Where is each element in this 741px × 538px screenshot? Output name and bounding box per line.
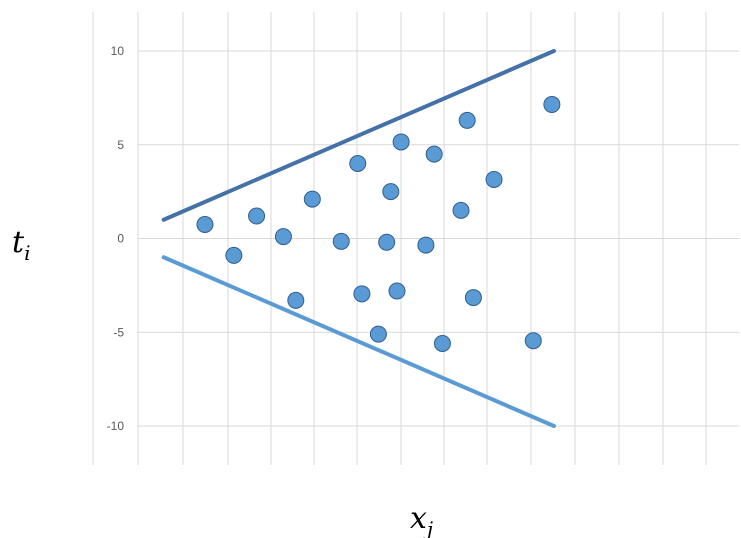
data-point bbox=[458, 111, 476, 129]
y-tick-labels: 10 5 0 -5 -10 bbox=[107, 44, 125, 433]
data-point bbox=[433, 335, 451, 352]
bound-lines bbox=[161, 49, 556, 428]
data-point bbox=[382, 183, 400, 201]
data-point bbox=[225, 246, 243, 264]
y-axis-title: ti bbox=[12, 225, 30, 265]
data-points bbox=[196, 95, 561, 352]
data-point bbox=[303, 190, 321, 208]
y-tick-label: 5 bbox=[117, 138, 124, 152]
data-point bbox=[392, 133, 410, 151]
data-point bbox=[524, 332, 542, 350]
data-point bbox=[464, 289, 482, 307]
y-tick-label: 0 bbox=[117, 232, 124, 246]
data-point bbox=[349, 155, 367, 172]
data-point bbox=[353, 285, 371, 303]
data-point bbox=[543, 95, 561, 113]
y-tick-label: -5 bbox=[113, 325, 124, 339]
data-point bbox=[196, 215, 214, 233]
data-point bbox=[369, 325, 387, 343]
bound-line bbox=[161, 255, 556, 428]
data-point bbox=[248, 207, 266, 225]
data-point bbox=[452, 201, 470, 219]
data-point bbox=[417, 236, 435, 254]
data-point bbox=[378, 233, 396, 251]
x-axis-title: xj bbox=[410, 501, 433, 538]
data-point bbox=[388, 282, 406, 300]
y-tick-label: -10 bbox=[107, 419, 125, 433]
y-tick-label: 10 bbox=[111, 44, 125, 58]
data-point bbox=[425, 145, 443, 163]
grid bbox=[92, 12, 739, 465]
data-point bbox=[485, 170, 503, 188]
data-point bbox=[274, 228, 292, 246]
data-point bbox=[287, 291, 305, 309]
bound-line bbox=[161, 49, 556, 222]
data-point bbox=[332, 232, 350, 250]
